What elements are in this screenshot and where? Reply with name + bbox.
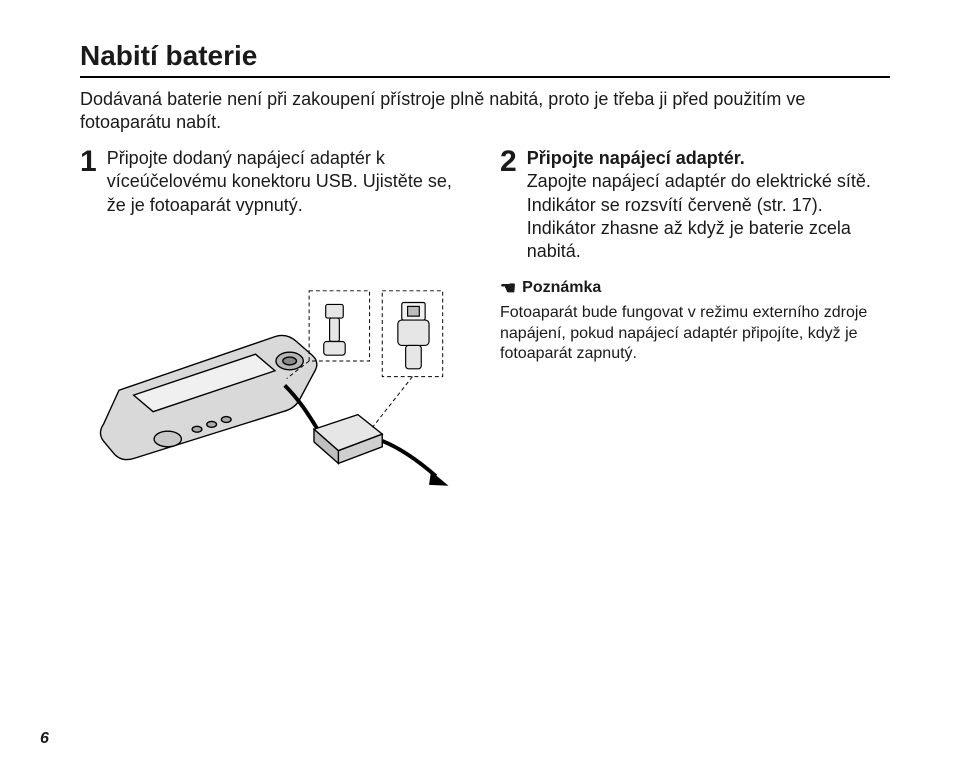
step-1: 1 Připojte dodaný napájecí adaptér k víc… xyxy=(80,147,470,217)
step-1-text: Připojte dodaný napájecí adaptér k víceú… xyxy=(107,147,470,217)
column-left: 1 Připojte dodaný napájecí adaptér k víc… xyxy=(80,147,470,496)
intro-text: Dodávaná baterie není při zakoupení přís… xyxy=(80,88,890,135)
step-2-body: Zapojte napájecí adaptér do elektrické s… xyxy=(527,171,871,261)
step-2: 2 Připojte napájecí adaptér. Zapojte nap… xyxy=(500,147,890,264)
step-2-text: Připojte napájecí adaptér. Zapojte napáj… xyxy=(527,147,890,264)
note-text: Fotoaparát bude fungovat v režimu extern… xyxy=(500,303,890,365)
page-number: 6 xyxy=(40,730,49,748)
page: Nabití baterie Dodávaná baterie není při… xyxy=(0,0,960,778)
columns: 1 Připojte dodaný napájecí adaptér k víc… xyxy=(80,147,890,496)
step-2-number: 2 xyxy=(500,147,517,177)
page-title: Nabití baterie xyxy=(80,40,890,72)
note-heading: ☚ Poznámka xyxy=(500,278,890,299)
note-label: Poznámka xyxy=(522,279,601,297)
pointing-hand-icon: ☚ xyxy=(500,278,516,299)
illustration-camera xyxy=(80,231,470,491)
step-2-head: Připojte napájecí adaptér. xyxy=(527,148,745,168)
column-right: 2 Připojte napájecí adaptér. Zapojte nap… xyxy=(500,147,890,496)
step-1-number: 1 xyxy=(80,147,97,177)
title-rule xyxy=(80,76,890,78)
